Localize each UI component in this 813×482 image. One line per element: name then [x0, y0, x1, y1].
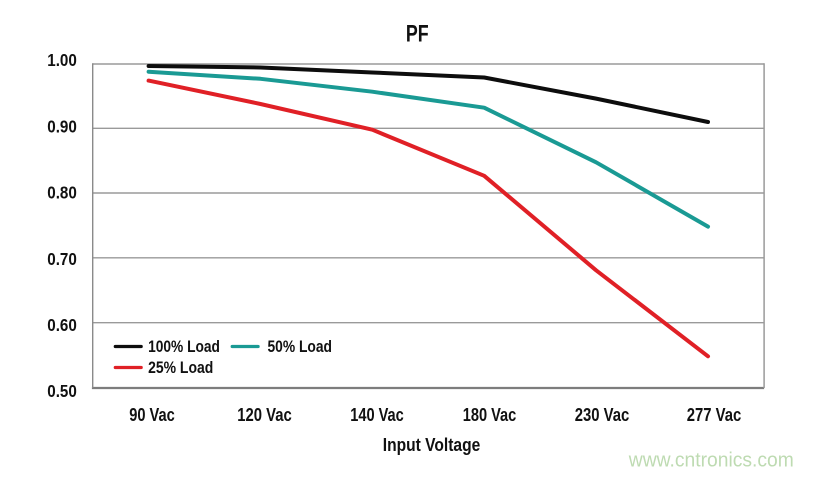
- svg-text:100% Load: 100% Load: [148, 338, 220, 356]
- svg-text:25% Load: 25% Load: [148, 359, 213, 377]
- svg-text:50% Load: 50% Load: [268, 338, 333, 356]
- svg-text:0.80: 0.80: [47, 183, 77, 203]
- svg-text:www.cntronics.com: www.cntronics.com: [628, 450, 794, 472]
- svg-text:120 Vac: 120 Vac: [237, 404, 292, 425]
- svg-text:0.60: 0.60: [47, 315, 77, 335]
- svg-text:1.00: 1.00: [47, 50, 77, 70]
- svg-text:0.50: 0.50: [47, 381, 77, 401]
- svg-text:140 Vac: 140 Vac: [350, 404, 404, 425]
- svg-text:90 Vac: 90 Vac: [129, 404, 175, 425]
- svg-text:180 Vac: 180 Vac: [463, 404, 517, 425]
- svg-text:PF: PF: [406, 20, 429, 47]
- svg-text:0.70: 0.70: [47, 249, 77, 269]
- svg-text:277 Vac: 277 Vac: [687, 404, 742, 425]
- svg-text:0.90: 0.90: [47, 116, 77, 136]
- svg-text:230 Vac: 230 Vac: [575, 404, 630, 425]
- svg-text:Input Voltage: Input Voltage: [383, 434, 481, 455]
